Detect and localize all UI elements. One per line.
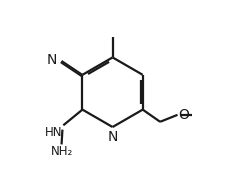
Text: N: N — [107, 130, 117, 144]
Text: O: O — [178, 108, 188, 122]
Text: NH₂: NH₂ — [51, 145, 73, 158]
Text: N: N — [47, 53, 57, 67]
Text: HN: HN — [45, 126, 62, 139]
